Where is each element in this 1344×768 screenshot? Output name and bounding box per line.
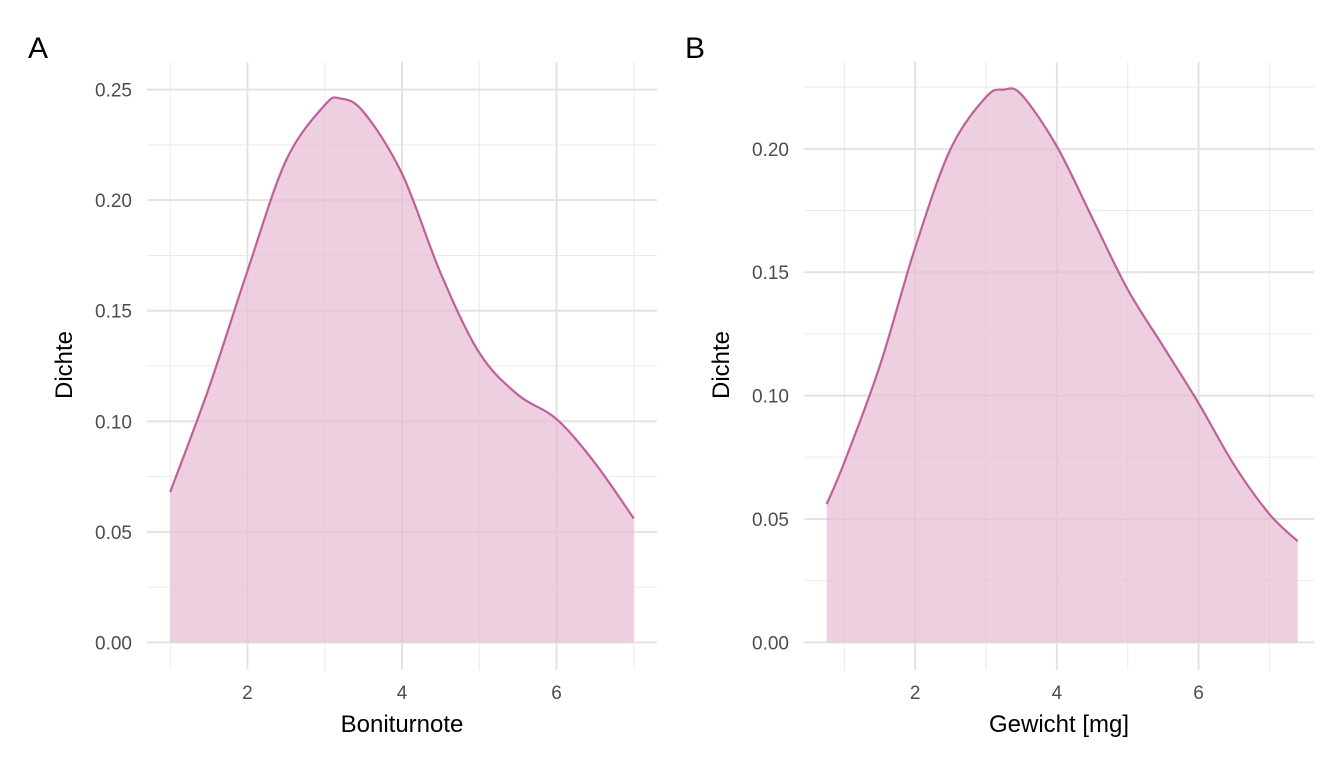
panel-a-x-axis-title: Boniturnote xyxy=(341,711,464,738)
y-tick-label: 0.00 xyxy=(752,633,789,654)
panel-a-x-tick-labels: 2 4 6 xyxy=(242,683,562,704)
panel-a-y-tick-labels: 0.00 0.05 0.10 0.15 0.20 0.25 xyxy=(95,81,132,655)
x-tick-label: 2 xyxy=(242,683,253,704)
y-tick-label: 0.10 xyxy=(95,412,132,433)
panel-a-y-axis-title: Dichte xyxy=(51,331,78,399)
panel-b-y-axis-title: Dichte xyxy=(708,331,735,399)
panel-a-density-area xyxy=(170,97,634,643)
panel-a: A 2 4 6 0.00 0.05 0.10 0.15 0.20 0.25 Boniturno… xyxy=(28,32,657,738)
x-tick-label: 4 xyxy=(1052,683,1063,704)
panel-b-density-area xyxy=(826,88,1298,643)
y-tick-label: 0.00 xyxy=(95,633,132,654)
x-tick-label: 6 xyxy=(551,683,562,704)
panel-b-x-tick-labels: 2 4 6 xyxy=(910,683,1204,704)
panel-b-density-line xyxy=(825,87,1299,542)
x-tick-label: 4 xyxy=(397,683,408,704)
y-tick-label: 0.10 xyxy=(752,387,789,408)
y-tick-label: 0.05 xyxy=(95,523,132,544)
y-tick-label: 0.15 xyxy=(752,263,789,284)
y-tick-label: 0.20 xyxy=(752,140,789,161)
y-tick-label: 0.20 xyxy=(95,191,132,212)
panel-b-x-axis-title: Gewicht [mg] xyxy=(989,711,1129,738)
panel-b-letter: B xyxy=(685,32,705,65)
y-tick-label: 0.05 xyxy=(752,510,789,531)
x-tick-label: 2 xyxy=(910,683,921,704)
x-tick-label: 6 xyxy=(1193,683,1204,704)
y-tick-label: 0.25 xyxy=(95,81,132,102)
panel-b-y-tick-labels: 0.00 0.05 0.10 0.15 0.20 xyxy=(752,140,789,655)
panel-a-letter: A xyxy=(28,32,48,65)
panel-a-density-line xyxy=(169,96,635,520)
y-tick-label: 0.15 xyxy=(95,302,132,323)
